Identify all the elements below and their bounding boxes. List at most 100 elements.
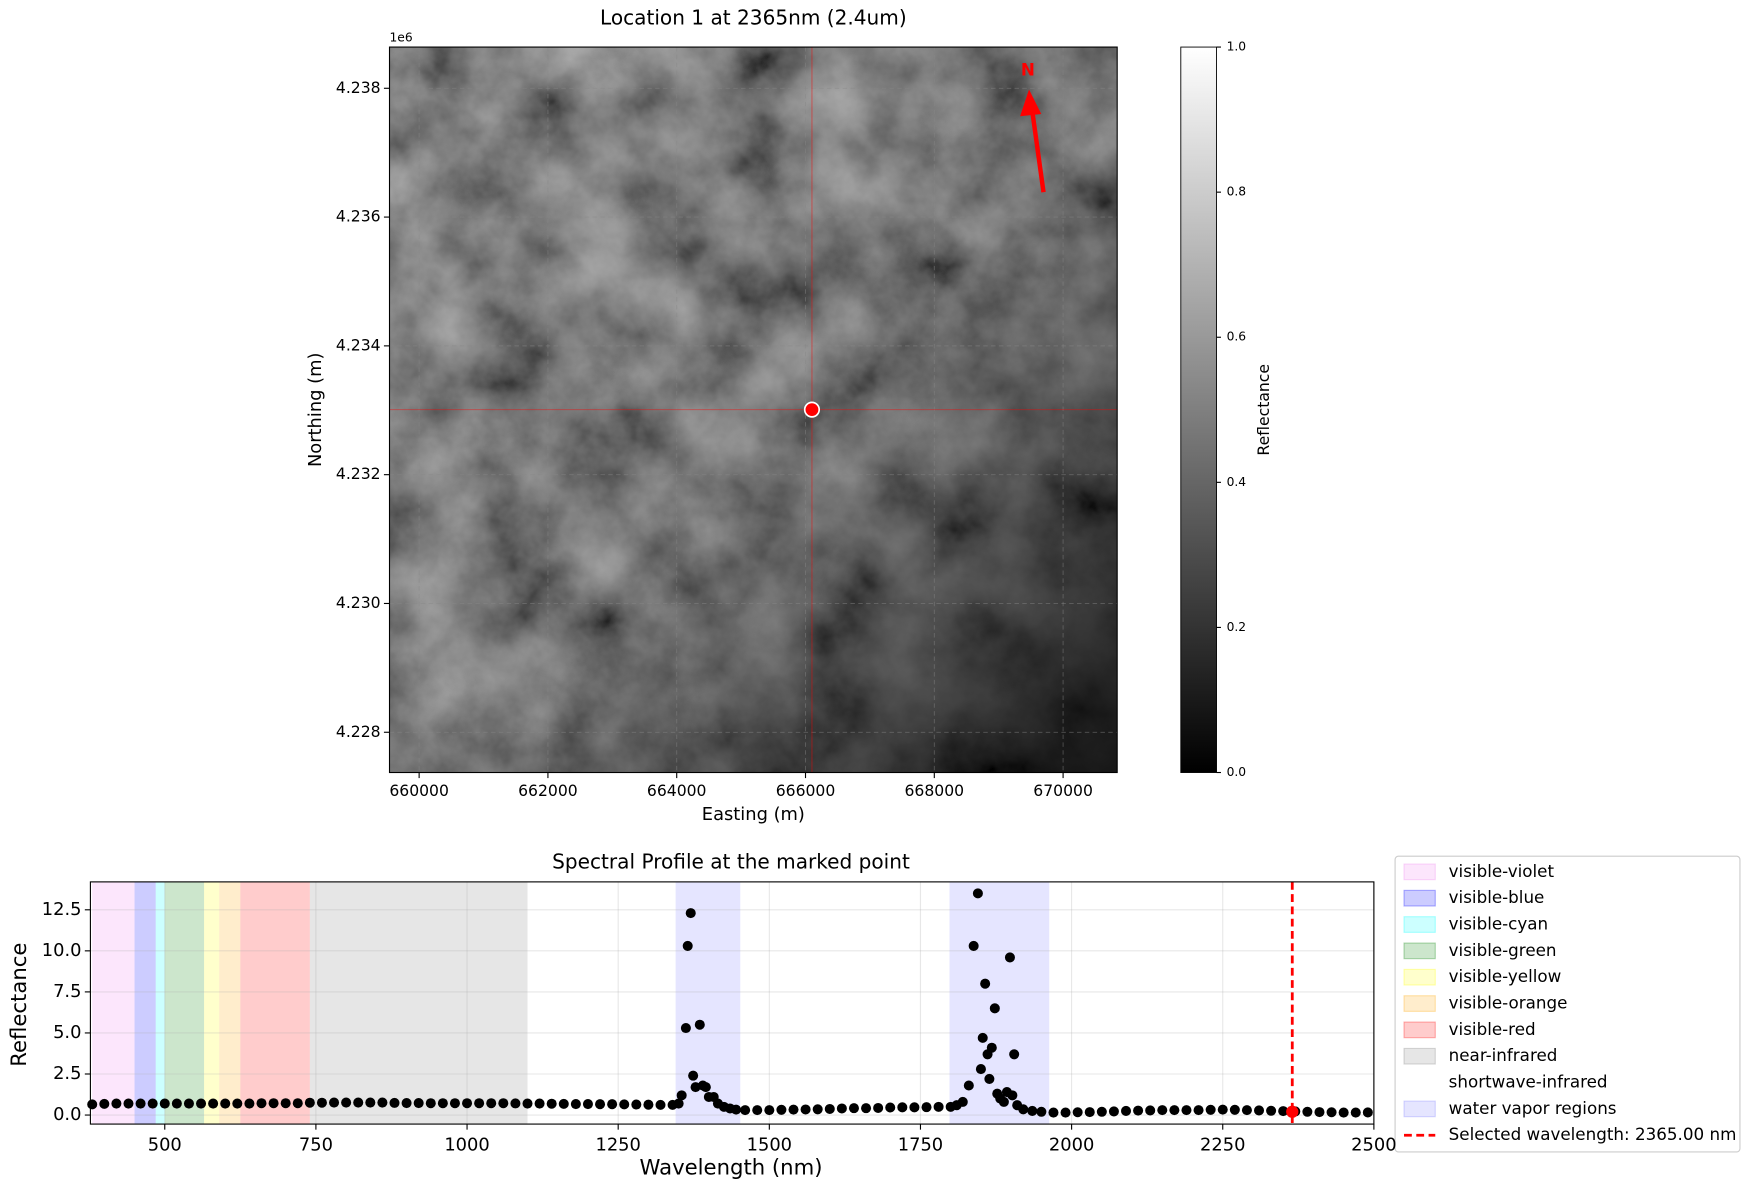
- data-point: [824, 1103, 835, 1114]
- x-tick-label: 750: [299, 1134, 333, 1155]
- data-point: [1181, 1105, 1192, 1116]
- data-point: [510, 1098, 521, 1109]
- data-point: [897, 1102, 908, 1113]
- spectral-panel: Spectral Profile at the marked point Wav…: [6, 849, 1741, 1180]
- data-point: [341, 1097, 352, 1108]
- colorbar-tick-label: 0.6: [1227, 330, 1247, 344]
- y-tick-label: 4.230: [336, 594, 381, 612]
- data-point: [1108, 1106, 1119, 1117]
- data-point: [1007, 1090, 1018, 1101]
- data-point: [752, 1105, 763, 1116]
- data-point: [1217, 1104, 1228, 1115]
- band-region: [164, 881, 205, 1125]
- data-point: [836, 1103, 847, 1114]
- data-point: [486, 1098, 497, 1109]
- y-axis-label: Reflectance: [6, 943, 31, 1067]
- data-point: [268, 1098, 279, 1109]
- data-point: [975, 1064, 986, 1075]
- data-point: [861, 1103, 872, 1114]
- north-arrowhead: [1020, 89, 1042, 117]
- data-point: [353, 1097, 364, 1108]
- y-tick-label: 4.232: [336, 465, 381, 483]
- data-point: [1241, 1105, 1252, 1116]
- data-point: [700, 1082, 711, 1093]
- data-point: [655, 1099, 666, 1110]
- y-axis-label: Northing (m): [305, 353, 326, 467]
- x-axis-label: Easting (m): [702, 804, 805, 825]
- x-tick-label: 1250: [595, 1134, 640, 1155]
- data-point: [682, 940, 693, 951]
- legend-label: visible-orange: [1449, 993, 1568, 1013]
- x-tick-label: 1000: [444, 1134, 489, 1155]
- colorbar-tick-label: 0.0: [1227, 765, 1247, 779]
- data-point: [984, 1073, 995, 1084]
- data-point: [256, 1098, 267, 1109]
- data-point: [1036, 1106, 1047, 1117]
- data-point: [522, 1098, 533, 1109]
- y-tick-label: 10.0: [42, 940, 82, 961]
- legend-label: visible-red: [1449, 1019, 1536, 1039]
- data-point: [776, 1104, 787, 1115]
- raster-shade: [389, 47, 1118, 773]
- legend-label: water vapor regions: [1449, 1098, 1617, 1118]
- data-point: [437, 1098, 448, 1109]
- x-tick-label: 2000: [1049, 1134, 1094, 1155]
- data-point: [619, 1099, 630, 1110]
- data-point: [1018, 1104, 1029, 1115]
- data-point: [1193, 1105, 1204, 1116]
- band-region: [240, 881, 310, 1125]
- image-panel: Location 1 at 2365nm (2.4um) Easting (m)…: [305, 6, 1273, 825]
- legend-swatch: [1403, 916, 1436, 933]
- band-region: [219, 881, 241, 1125]
- data-point: [673, 1098, 684, 1109]
- legend-swatch: [1403, 968, 1436, 986]
- data-point: [643, 1099, 654, 1110]
- data-point: [462, 1098, 473, 1109]
- axes-frame: [388, 46, 1118, 774]
- data-point: [1169, 1105, 1180, 1116]
- x-tick-label: 664000: [647, 782, 707, 800]
- data-point: [292, 1098, 303, 1109]
- data-point: [280, 1098, 291, 1109]
- data-point: [595, 1099, 606, 1110]
- data-point: [1350, 1107, 1361, 1118]
- legend-label: visible-green: [1449, 940, 1557, 960]
- spectral-title: Spectral Profile at the marked point: [552, 849, 910, 873]
- selected-point: [1286, 1105, 1299, 1118]
- band-region: [527, 881, 1374, 1125]
- north-arrow: [1030, 111, 1046, 193]
- x-tick-label: 500: [148, 1134, 182, 1155]
- y-tick-label: 4.236: [336, 208, 381, 226]
- axes-frame: [89, 881, 1375, 1125]
- data-point: [1009, 1049, 1020, 1060]
- data-point: [425, 1098, 436, 1109]
- band-region: [92, 881, 135, 1125]
- data-point: [570, 1099, 581, 1110]
- y-tick-label: 4.238: [336, 79, 381, 97]
- data-point: [582, 1099, 593, 1110]
- data-point: [1060, 1107, 1071, 1118]
- data-point: [196, 1098, 207, 1109]
- data-point: [183, 1098, 194, 1109]
- x-tick-label: 666000: [776, 782, 836, 800]
- data-point: [1229, 1104, 1240, 1115]
- data-point: [986, 1042, 997, 1053]
- colorbar-label: Reflectance: [1255, 364, 1273, 456]
- data-point: [171, 1098, 182, 1109]
- colorbar-tick-label: 0.8: [1227, 185, 1247, 199]
- data-point: [933, 1101, 944, 1112]
- data-point: [800, 1104, 811, 1115]
- data-point: [1120, 1105, 1132, 1116]
- data-point: [972, 888, 983, 899]
- data-point: [1205, 1104, 1216, 1115]
- data-point: [812, 1104, 823, 1115]
- data-point: [365, 1097, 376, 1108]
- legend-box: [1394, 855, 1741, 1153]
- legend-swatch: [1403, 1100, 1436, 1118]
- data-point: [685, 908, 696, 919]
- data-point: [87, 1099, 98, 1110]
- data-point: [208, 1098, 219, 1109]
- data-point: [921, 1102, 932, 1113]
- data-point: [788, 1104, 799, 1115]
